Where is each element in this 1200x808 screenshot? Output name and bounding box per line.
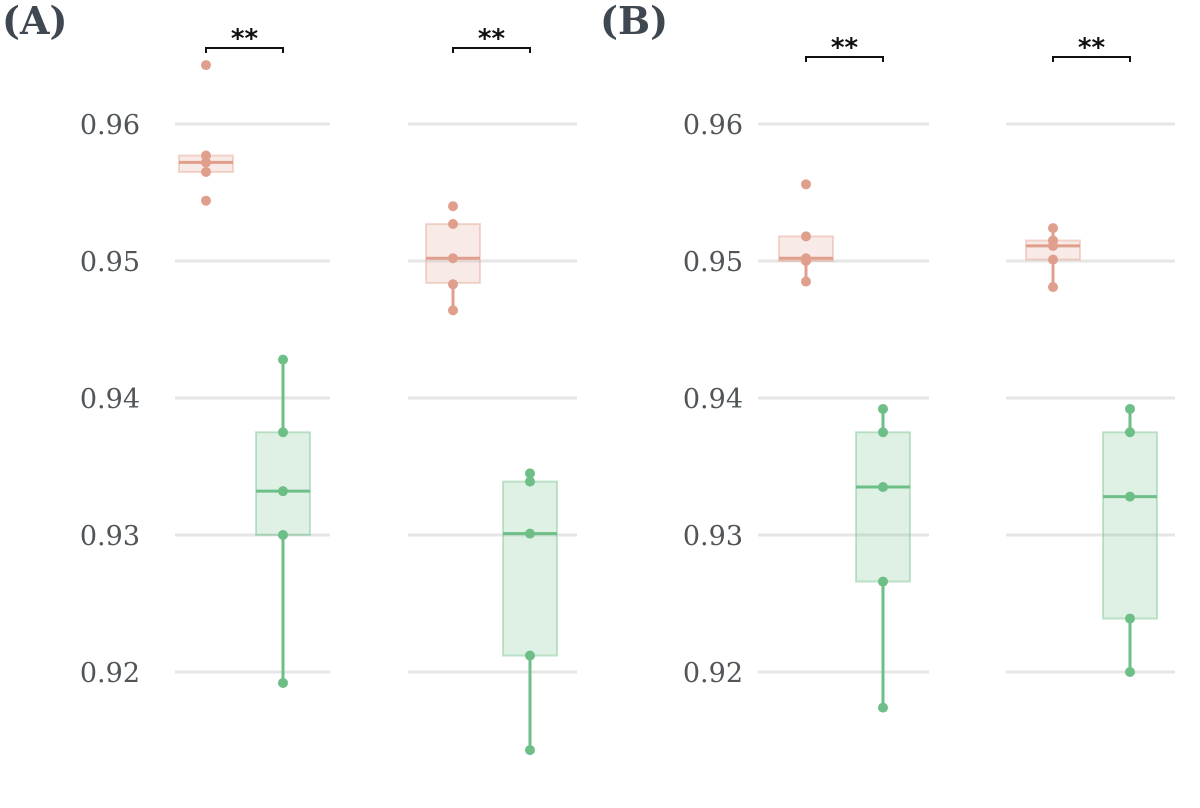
series-orange	[778, 179, 834, 287]
significance-bracket	[205, 47, 284, 53]
data-point	[1048, 282, 1058, 293]
data-point	[878, 576, 888, 587]
y-tick-label: 0.95	[80, 247, 140, 278]
data-point	[801, 256, 811, 266]
series-green	[1102, 403, 1158, 677]
data-point	[278, 677, 288, 688]
box-group: **	[1025, 33, 1158, 677]
data-point	[1125, 613, 1135, 624]
y-tick-label: 0.93	[80, 521, 140, 552]
series-orange	[1025, 223, 1081, 293]
significance-label: **	[478, 24, 506, 54]
y-tick-label: 0.93	[683, 521, 743, 552]
data-point	[448, 219, 458, 230]
panel-label: (A)	[2, 0, 67, 43]
data-point	[878, 482, 888, 493]
y-tick-label: 0.96	[80, 110, 140, 141]
box	[855, 431, 911, 583]
data-point	[448, 305, 458, 316]
y-tick-label: 0.94	[80, 384, 140, 415]
data-point	[1048, 240, 1058, 251]
data-point	[525, 745, 535, 756]
significance-label: **	[1078, 33, 1106, 63]
data-point	[278, 427, 288, 438]
panel-b: (B) 0.92 0.93 0.94 0.95 0.96 ** **	[600, 0, 1175, 713]
data-point	[201, 60, 211, 71]
data-point	[201, 157, 211, 168]
data-point	[1125, 491, 1135, 502]
panel-label: (B)	[600, 0, 668, 43]
data-point	[801, 276, 811, 287]
box-group: **	[178, 24, 311, 688]
box-group: **	[778, 33, 911, 713]
data-point	[1125, 403, 1135, 414]
box	[502, 480, 558, 657]
data-point	[1048, 223, 1058, 234]
panel-a: (A) 0.92 0.93 0.94 0.95 0.96 ** **	[2, 0, 577, 756]
box	[1102, 431, 1158, 620]
data-point	[201, 166, 211, 177]
series-orange	[178, 60, 234, 206]
data-point	[448, 279, 458, 290]
data-point	[278, 486, 288, 497]
y-tick-label: 0.92	[683, 658, 743, 689]
data-point	[525, 528, 535, 539]
data-point	[525, 476, 535, 487]
data-point	[1125, 667, 1135, 677]
data-point	[448, 201, 458, 212]
series-green	[855, 403, 911, 713]
significance-bracket	[805, 56, 884, 62]
data-point	[1048, 254, 1058, 265]
significance-bracket	[452, 47, 531, 53]
significance-bracket	[1052, 56, 1131, 62]
data-point	[525, 650, 535, 661]
data-point	[878, 403, 888, 414]
data-point	[878, 427, 888, 438]
series-green	[255, 354, 311, 688]
box	[255, 431, 311, 536]
y-tick-label: 0.96	[683, 110, 743, 141]
significance-label: **	[231, 24, 259, 54]
significance-label: **	[831, 33, 859, 63]
data-point	[878, 702, 888, 713]
box-group: **	[425, 24, 558, 756]
data-point	[201, 150, 211, 161]
data-point	[201, 195, 211, 206]
data-point	[1125, 427, 1135, 438]
series-green	[502, 468, 558, 756]
data-point	[278, 354, 288, 365]
data-point	[801, 231, 811, 242]
data-point	[448, 253, 458, 264]
series-orange	[425, 201, 481, 316]
data-point	[525, 468, 535, 479]
y-tick-label: 0.95	[683, 247, 743, 278]
y-tick-label: 0.94	[683, 384, 743, 415]
data-point	[801, 179, 811, 190]
y-tick-label: 0.92	[80, 658, 140, 689]
data-point	[278, 530, 288, 540]
